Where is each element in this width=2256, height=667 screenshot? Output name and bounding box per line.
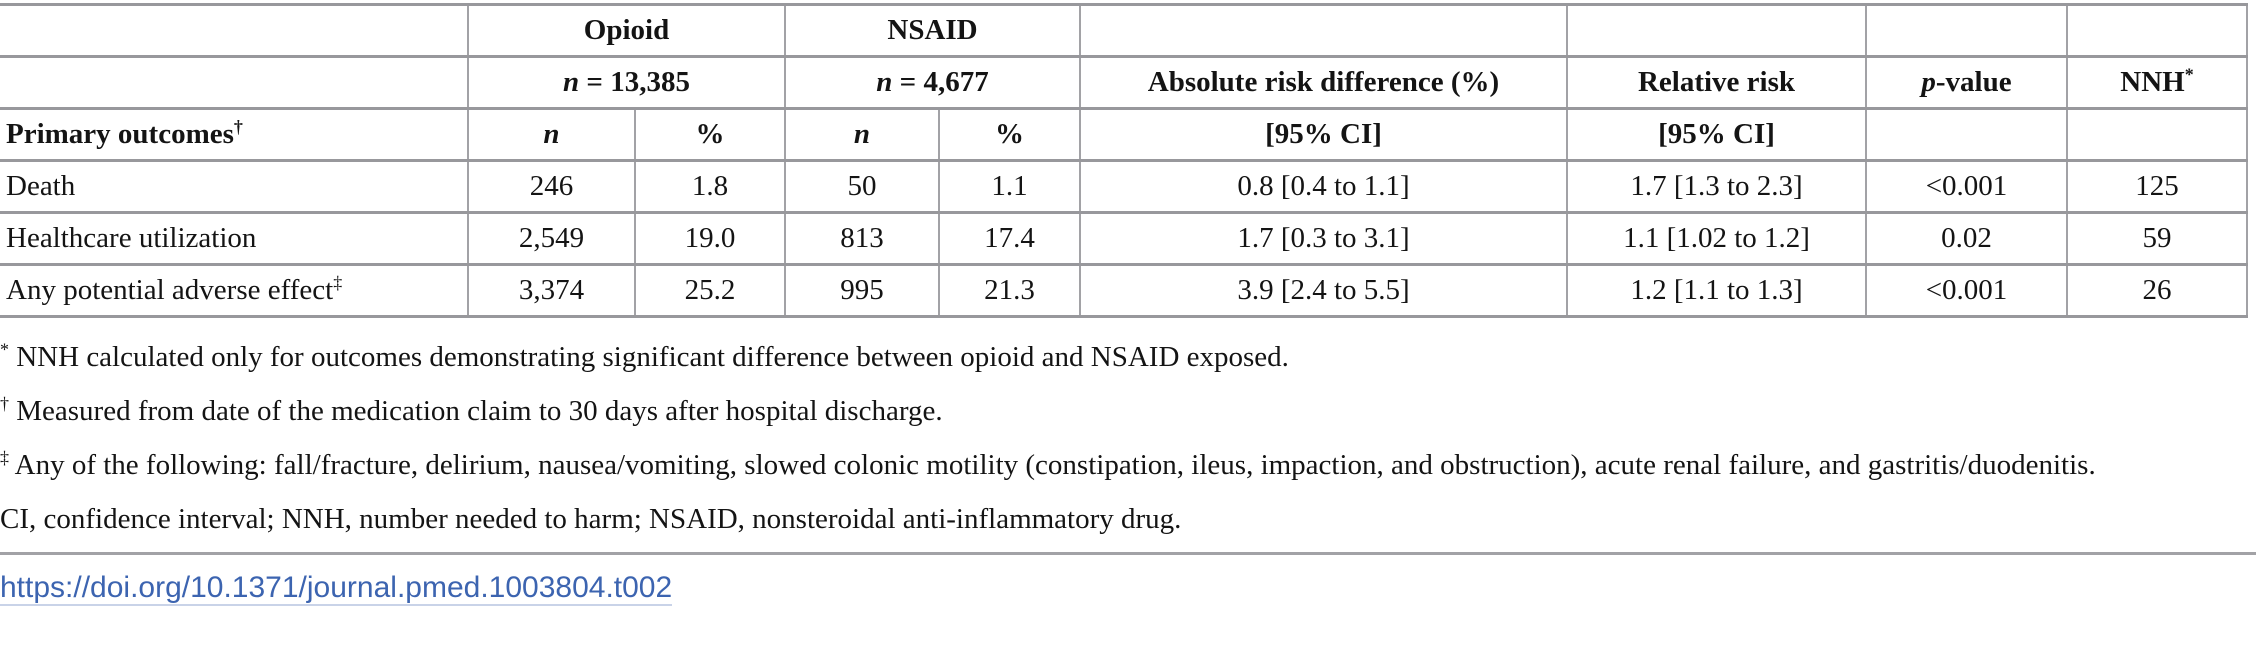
pvalue-cell: 0.02 — [1866, 211, 2068, 265]
ard-column-header: Absolute risk difference (%) — [1080, 55, 1568, 109]
opioid-n-cell: 246 — [468, 159, 636, 213]
ard-spacer-cell — [1080, 3, 1568, 57]
rr-spacer-cell — [1567, 3, 1867, 57]
nsaid-n-cell: 813 — [785, 211, 940, 265]
footnote-text: CI, confidence interval; NNH, number nee… — [0, 503, 1182, 535]
outcome-label: Death — [6, 170, 76, 202]
footnote-text: Measured from date of the medication cla… — [8, 395, 943, 427]
nsaid-count-cell: n = 4,677 — [785, 55, 1081, 109]
footnote-measured: † Measured from date of the medication c… — [0, 384, 2256, 438]
nsaid-n-var: n — [876, 66, 893, 98]
nnh-spacer-cell — [2067, 3, 2248, 57]
pvalue-spacer-cell — [1866, 3, 2068, 57]
nnh-label: NNH — [2120, 66, 2185, 98]
stub-header-cell: Primary outcomes† — [0, 107, 469, 161]
nnh-cell: 125 — [2067, 159, 2248, 213]
ard-ci-header: [95% CI] — [1080, 107, 1568, 161]
outcome-marker: ‡ — [333, 272, 343, 293]
footnote-marker: ‡ — [0, 447, 9, 468]
rr-cell: 1.2 [1.1 to 1.3] — [1567, 263, 1867, 317]
ard-cell: 0.8 [0.4 to 1.1] — [1080, 159, 1568, 213]
opioid-pct-cell: 19.0 — [635, 211, 786, 265]
section-divider — [0, 552, 2256, 555]
outcome-cell: Healthcare utilization — [0, 211, 469, 265]
opioid-n-cell: 2,549 — [468, 211, 636, 265]
opioid-count-value: = 13,385 — [579, 66, 690, 98]
nsaid-count-value: = 4,677 — [892, 66, 989, 98]
pvalue-cell: <0.001 — [1866, 159, 2068, 213]
opioid-pct-header: % — [635, 107, 786, 161]
row-death: Death 246 1.8 50 1.1 0.8 [0.4 to 1.1] 1.… — [0, 159, 2248, 213]
footnote-text: NNH calculated only for outcomes demonst… — [8, 341, 1289, 373]
nsaid-pct-header: % — [939, 107, 1081, 161]
nsaid-n-cell: 50 — [785, 159, 940, 213]
nsaid-n-cell: 995 — [785, 263, 940, 317]
nnh-column-header: NNH* — [2067, 55, 2248, 109]
group-header-row: Opioid NSAID — [0, 3, 2248, 57]
outcome-cell: Any potential adverse effect‡ — [0, 263, 469, 317]
footnote-marker: † — [0, 393, 9, 414]
ard-cell: 1.7 [0.3 to 3.1] — [1080, 211, 1568, 265]
row-healthcare-utilization: Healthcare utilization 2,549 19.0 813 17… — [0, 211, 2248, 265]
doi-line: https://doi.org/10.1371/journal.pmed.100… — [0, 571, 2256, 606]
outcome-label: Any potential adverse effect — [6, 274, 334, 306]
corner-cell — [0, 3, 469, 57]
opioid-group-header: Opioid — [468, 3, 786, 57]
rr-cell: 1.7 [1.3 to 2.3] — [1567, 159, 1867, 213]
nnh-cell: 26 — [2067, 263, 2248, 317]
opioid-pct-cell: 1.8 — [635, 159, 786, 213]
doi-link[interactable]: https://doi.org/10.1371/journal.pmed.100… — [0, 571, 673, 606]
n-column-label: n — [853, 118, 871, 150]
nsaid-pct-cell: 17.4 — [939, 211, 1081, 265]
nnh-footnote-marker: * — [2184, 64, 2194, 85]
paper-table-figure: Opioid NSAID n = 13,385 n = 4,677 Absolu… — [0, 3, 2256, 606]
stub-footnote-marker: † — [233, 116, 243, 137]
footnote-marker: * — [0, 339, 9, 360]
footnote-abbreviations: CI, confidence interval; NNH, number nee… — [0, 492, 2256, 546]
pvalue-rest: -value — [1935, 66, 2012, 98]
ard-cell: 3.9 [2.4 to 5.5] — [1080, 263, 1568, 317]
opioid-n-cell: 3,374 — [468, 263, 636, 317]
nsaid-pct-cell: 21.3 — [939, 263, 1081, 317]
footnotes-block: * NNH calculated only for outcomes demon… — [0, 330, 2256, 546]
nsaid-n-header: n — [785, 107, 940, 161]
footnote-adverse-effects: ‡ Any of the following: fall/fracture, d… — [0, 438, 2256, 492]
n-column-label: n — [543, 118, 560, 150]
row-any-adverse-effect: Any potential adverse effect‡ 3,374 25.2… — [0, 263, 2248, 317]
nnh-cell: 59 — [2067, 211, 2248, 265]
footnote-text: Any of the following: fall/fracture, del… — [8, 449, 2096, 481]
outcome-label: Healthcare utilization — [6, 222, 257, 254]
opioid-count-cell: n = 13,385 — [468, 55, 786, 109]
opioid-n-header: n — [468, 107, 636, 161]
rr-ci-header: [95% CI] — [1567, 107, 1867, 161]
footnote-nnh: * NNH calculated only for outcomes demon… — [0, 330, 2256, 384]
rr-cell: 1.1 [1.02 to 1.2] — [1567, 211, 1867, 265]
outcomes-table: Opioid NSAID n = 13,385 n = 4,677 Absolu… — [0, 3, 2248, 318]
nsaid-pct-cell: 1.1 — [939, 159, 1081, 213]
pvalue-cell: <0.001 — [1866, 263, 2068, 317]
opioid-group-label: Opioid — [583, 14, 670, 46]
count-header-row: n = 13,385 n = 4,677 Absolute risk diffe… — [0, 55, 2248, 109]
stub-header-label: Primary outcomes — [6, 118, 234, 150]
nnh-empty-cell — [2067, 107, 2248, 161]
nsaid-group-header: NSAID — [785, 3, 1081, 57]
rr-column-header: Relative risk — [1567, 55, 1867, 109]
pvalue-column-header: p-value — [1866, 55, 2068, 109]
nsaid-group-label: NSAID — [887, 14, 978, 46]
opioid-n-var: n — [563, 66, 580, 98]
subheader-row: Primary outcomes† n % n % [95% CI] [95% … — [0, 107, 2248, 161]
pvalue-empty-cell — [1866, 107, 2068, 161]
p-var: p — [1921, 66, 1936, 98]
stub-spacer-cell — [0, 55, 469, 109]
opioid-pct-cell: 25.2 — [635, 263, 786, 317]
outcome-cell: Death — [0, 159, 469, 213]
